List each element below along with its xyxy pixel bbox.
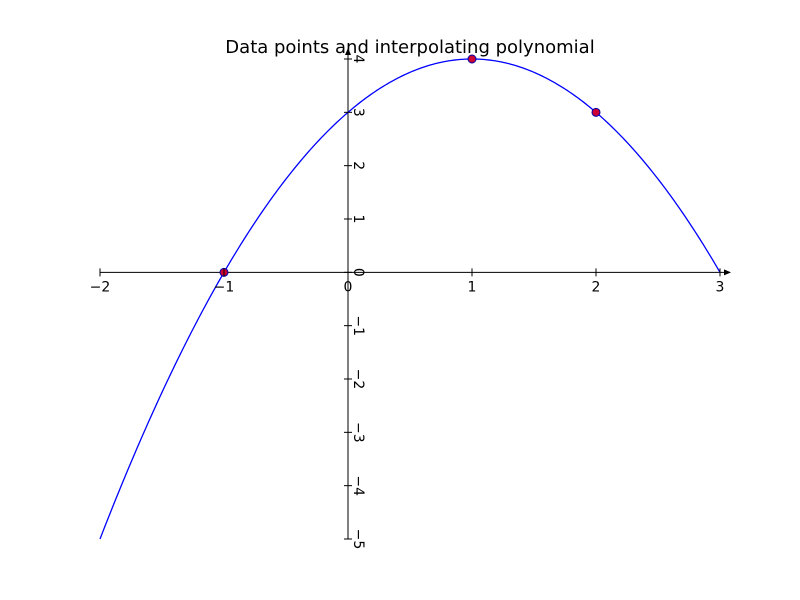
y-tick-label: 3: [350, 108, 366, 117]
y-tick-label: −2: [350, 369, 366, 390]
x-tick-label: −1: [214, 279, 235, 295]
y-tick-label: −4: [350, 475, 366, 496]
y-tick-label: −3: [350, 422, 366, 443]
x-axis-arrow: [724, 269, 731, 276]
y-tick-label: 4: [350, 55, 366, 64]
y-tick-label: 0: [350, 268, 366, 277]
x-tick-label: 0: [344, 279, 353, 295]
x-tick-label: −2: [90, 279, 111, 295]
axes: [100, 48, 731, 539]
y-tick-label: −1: [350, 315, 366, 336]
y-tick-label: −5: [350, 529, 366, 550]
ticks: −2 −1 0 1 2 3 −5 −4 −3 −2 −1 0 1 2 3 4: [90, 55, 725, 550]
data-point: [467, 54, 477, 64]
interpolating-polynomial-line: [99, 58, 721, 540]
chart-title: Data points and interpolating polynomial: [225, 37, 594, 58]
y-tick-label: 1: [350, 215, 366, 224]
y-axis-arrow: [345, 48, 351, 55]
x-tick-label: 2: [592, 279, 601, 295]
data-points: [219, 54, 601, 277]
x-tick-label: 1: [468, 279, 477, 295]
y-tick-label: 2: [350, 161, 366, 170]
x-tick-label: 3: [716, 279, 725, 295]
data-point: [591, 107, 601, 117]
